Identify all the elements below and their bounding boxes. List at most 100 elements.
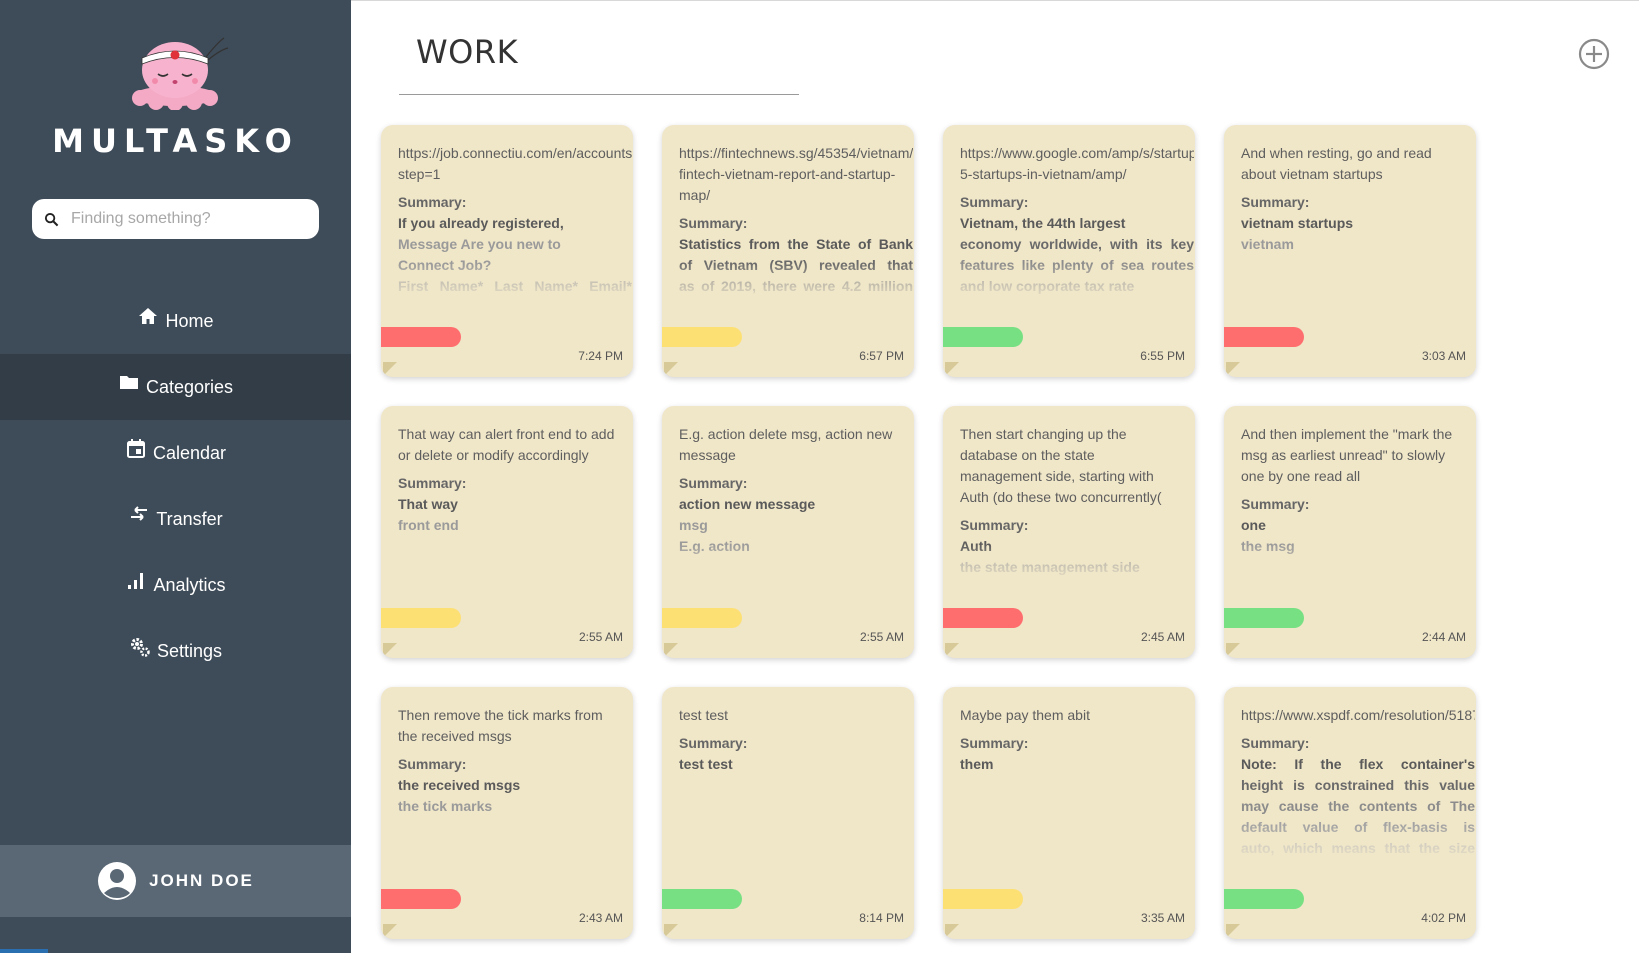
note-text-line: https://fintechnews.sg/45354/vietnam/ xyxy=(679,145,913,161)
note-body: https://fintechnews.sg/45354/vietnam/fin… xyxy=(679,143,913,303)
add-note-icon[interactable] xyxy=(1577,37,1611,71)
note-card[interactable]: Then remove the tick marks from the recei… xyxy=(381,687,633,939)
priority-tag[interactable] xyxy=(381,327,461,347)
octopus-logo xyxy=(132,37,229,110)
note-card[interactable]: And then implement the "mark the msg as e… xyxy=(1224,406,1476,658)
nav-item-categories[interactable]: Categories xyxy=(0,354,351,420)
nav-item-label: Transfer xyxy=(156,508,223,529)
note-text-line: the received msgs xyxy=(398,728,512,744)
avatar-icon xyxy=(98,862,137,900)
folded-corner xyxy=(945,924,959,938)
priority-tag[interactable] xyxy=(1224,327,1304,347)
note-text-line: Maybe pay them abit xyxy=(960,707,1090,723)
nav-item-transfer[interactable]: Transfer xyxy=(0,486,351,552)
nav-item-label: Settings xyxy=(156,640,223,661)
calendar-icon xyxy=(125,438,147,460)
priority-tag[interactable] xyxy=(1224,608,1304,628)
note-text-line: step=1 xyxy=(398,166,441,182)
note-card[interactable]: E.g. action delete msg, action new messag… xyxy=(662,406,914,658)
nav-item-calendar[interactable]: Calendar xyxy=(0,420,351,486)
summary-line: Vietnam, the 44th largest xyxy=(960,215,1126,231)
note-text-line: https://www.xspdf.com/resolution/5187 xyxy=(1241,707,1475,723)
transfer-icon xyxy=(128,504,150,526)
note-fade xyxy=(1241,825,1475,865)
priority-tag[interactable] xyxy=(943,608,1023,628)
folded-corner xyxy=(664,362,678,376)
note-fade xyxy=(1241,263,1475,303)
note-timestamp: 2:55 AM xyxy=(859,630,904,644)
priority-tag[interactable] xyxy=(943,889,1023,909)
note-text-line: map/ xyxy=(679,187,711,203)
note-text-line: E.g. action delete msg, action new xyxy=(679,426,893,442)
note-card[interactable]: https://fintechnews.sg/45354/vietnam/fin… xyxy=(662,125,914,377)
page-title: WORK xyxy=(416,33,519,71)
folded-corner xyxy=(383,924,397,938)
note-text-line: database on the state xyxy=(960,447,1095,463)
note-timestamp: 6:57 PM xyxy=(859,349,904,363)
note-card[interactable]: test test Summary: test test 8:14 PM xyxy=(662,687,914,939)
summary-line: them xyxy=(960,756,994,772)
note-text-line: one by one read all xyxy=(1241,468,1361,484)
search-input[interactable] xyxy=(71,210,291,228)
summary-label: Summary: xyxy=(960,517,1029,533)
priority-tag[interactable] xyxy=(381,608,461,628)
note-card[interactable]: https://www.xspdf.com/resolution/5187 Sum… xyxy=(1224,687,1476,939)
priority-tag[interactable] xyxy=(662,327,742,347)
folded-corner xyxy=(945,643,959,657)
summary-label: Summary: xyxy=(960,194,1029,210)
priority-tag[interactable] xyxy=(662,889,742,909)
nav-item-settings[interactable]: Settings xyxy=(0,618,351,684)
note-timestamp: 4:02 PM xyxy=(1421,911,1466,925)
summary-line: may cause the contents of The xyxy=(1241,798,1475,814)
note-body: Then start changing up the database on th… xyxy=(960,424,1194,584)
folded-corner xyxy=(664,643,678,657)
summary-label: Summary: xyxy=(679,735,748,751)
note-text-line: fintech-vietnam-report-and-startup- xyxy=(679,166,896,182)
priority-tag[interactable] xyxy=(662,608,742,628)
search-box[interactable] xyxy=(32,199,319,239)
summary-label: Summary: xyxy=(1241,735,1310,751)
nav-item-analytics[interactable]: Analytics xyxy=(0,552,351,618)
priority-tag[interactable] xyxy=(381,889,461,909)
note-card[interactable]: https://www.google.com/amp/s/startup 5-st… xyxy=(943,125,1195,377)
note-timestamp: 2:45 AM xyxy=(1140,630,1185,644)
user-profile[interactable]: JOHN DOE xyxy=(0,845,351,917)
folded-corner xyxy=(1226,924,1240,938)
summary-line: msg xyxy=(679,517,708,533)
note-text-line: https://www.google.com/amp/s/startup xyxy=(960,145,1194,161)
note-text-line: Then start changing up the xyxy=(960,426,1127,442)
priority-tag[interactable] xyxy=(1224,889,1304,909)
summary-line: the tick marks xyxy=(398,798,493,814)
note-fade xyxy=(398,544,632,584)
home-icon xyxy=(137,306,159,328)
note-timestamp: 8:14 PM xyxy=(859,911,904,925)
folder-icon xyxy=(118,372,140,394)
note-card[interactable]: https://job.connectiu.com/en/accounts ste… xyxy=(381,125,633,377)
note-fade xyxy=(960,825,1194,865)
note-timestamp: 2:44 AM xyxy=(1421,630,1466,644)
note-body: Then remove the tick marks from the recei… xyxy=(398,705,632,865)
note-text-line: And when resting, go and read xyxy=(1241,145,1432,161)
nav-item-home[interactable]: Home xyxy=(0,288,351,354)
summary-line: the received msgs xyxy=(398,777,521,793)
note-text-line: That way can alert front end to add xyxy=(398,426,615,442)
nav-item-label: Categories xyxy=(145,376,234,397)
folded-corner xyxy=(383,362,397,376)
main-content: WORK https://job.connectiu.com/en/accoun… xyxy=(351,0,1639,953)
brand-name: MULTASKO xyxy=(52,122,299,160)
summary-line: front end xyxy=(398,517,459,533)
note-card[interactable]: Then start changing up the database on th… xyxy=(943,406,1195,658)
note-text-line: 5-startups-in-vietnam/amp/ xyxy=(960,166,1127,182)
note-card[interactable]: And when resting, go and read about vietn… xyxy=(1224,125,1476,377)
note-text-line: msg as earliest unread" to slowly xyxy=(1241,447,1446,463)
note-body: https://job.connectiu.com/en/accounts ste… xyxy=(398,143,632,303)
note-text-line: or delete or modify accordingly xyxy=(398,447,589,463)
summary-line: one xyxy=(1241,517,1266,533)
settings-icon xyxy=(129,636,151,658)
summary-line: If you already registered, xyxy=(398,215,564,231)
priority-tag[interactable] xyxy=(943,327,1023,347)
summary-label: Summary: xyxy=(398,475,467,491)
note-card[interactable]: That way can alert front end to add or de… xyxy=(381,406,633,658)
note-card[interactable]: Maybe pay them abit Summary: them 3:35 AM xyxy=(943,687,1195,939)
note-body: And then implement the "mark the msg as e… xyxy=(1241,424,1475,584)
